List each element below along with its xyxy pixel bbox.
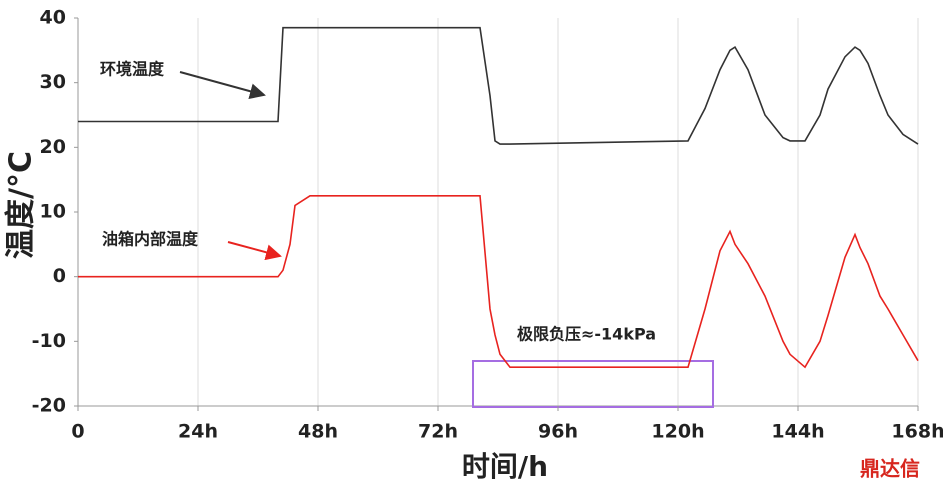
y-tick-label: 20: [40, 136, 66, 158]
y-axis-label: 温度/°C: [4, 151, 39, 259]
y-tick-label: -20: [32, 395, 66, 417]
highlight-box: [472, 360, 714, 408]
x-tick-label: 24h: [178, 421, 218, 443]
x-tick-label: 48h: [298, 421, 338, 443]
grid: [77, 18, 919, 406]
x-tick-label: 72h: [418, 421, 458, 443]
y-tick-label: 0: [53, 265, 66, 287]
y-tick-label: 40: [40, 7, 66, 29]
y-tick-label: 10: [40, 201, 66, 223]
series-label: 油箱内部温度: [102, 230, 199, 249]
series-line: [78, 195, 919, 369]
series-line: [78, 26, 919, 145]
x-tick-label: 120h: [651, 421, 704, 443]
x-tick-label: 144h: [771, 421, 824, 443]
x-axis-label: 时间/h: [462, 450, 548, 483]
x-tick-label: 0: [71, 421, 84, 443]
y-tick-label: 30: [40, 71, 66, 93]
y-tick-label: -10: [32, 330, 66, 352]
arrow: [179, 71, 266, 100]
annotation: 极限负压≈-14kPa: [517, 325, 656, 344]
series-label: 环境温度: [100, 60, 165, 79]
x-tick-label: 96h: [538, 421, 578, 443]
x-tick-label: 168h: [891, 421, 943, 443]
arrow: [227, 241, 282, 261]
watermark: 鼎达信: [860, 457, 920, 481]
